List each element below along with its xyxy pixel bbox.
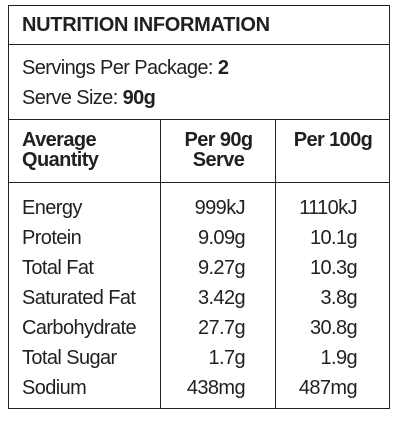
nutrient-value: 487mg [298, 377, 358, 399]
nutrition-panel: NUTRITION INFORMATION Servings Per Packa… [8, 5, 390, 409]
nutrient-value: 3.8g [320, 287, 357, 309]
divider [9, 182, 389, 183]
column-header: Per 90g Serve [184, 129, 253, 171]
servings-line: Servings Per Package: 2 [22, 56, 229, 80]
nutrient-name: Total Sugar [22, 347, 117, 369]
servings-label: Servings Per Package: [22, 57, 213, 79]
serve-size-line: Serve Size: 90g [22, 86, 156, 110]
nutrient-value: 10.3g [309, 257, 358, 279]
nutrient-name: Protein [22, 227, 82, 249]
nutrient-name: Energy [22, 197, 82, 219]
nutrient-value: 9.09g [197, 227, 246, 249]
divider [9, 119, 389, 120]
serve-size-label: Serve Size: [22, 87, 118, 109]
nutrient-name: Sodium [22, 377, 87, 399]
nutrient-name: Saturated Fat [22, 287, 136, 309]
column-header: Average Quantity [22, 129, 99, 171]
column-divider [160, 119, 161, 408]
servings-value: 2 [217, 57, 229, 79]
nutrient-value: 10.1g [309, 227, 358, 249]
column-header: Per 100g [293, 129, 373, 151]
nutrient-value: 27.7g [197, 317, 246, 339]
nutrient-value: 3.42g [197, 287, 246, 309]
nutrient-value: 30.8g [309, 317, 358, 339]
nutrient-value: 9.27g [197, 257, 246, 279]
nutrient-name: Carbohydrate [22, 317, 137, 339]
nutrient-name: Total Fat [22, 257, 94, 279]
nutrient-value: 1110kJ [299, 197, 358, 219]
serve-size-value: 90g [122, 87, 156, 109]
nutrient-value: 999kJ [194, 197, 246, 219]
column-divider [275, 119, 276, 408]
nutrient-value: 1.7g [208, 347, 245, 369]
divider [9, 44, 389, 45]
nutrient-value: 438mg [186, 377, 246, 399]
nutrient-value: 1.9g [320, 347, 357, 369]
title: NUTRITION INFORMATION [22, 14, 270, 36]
